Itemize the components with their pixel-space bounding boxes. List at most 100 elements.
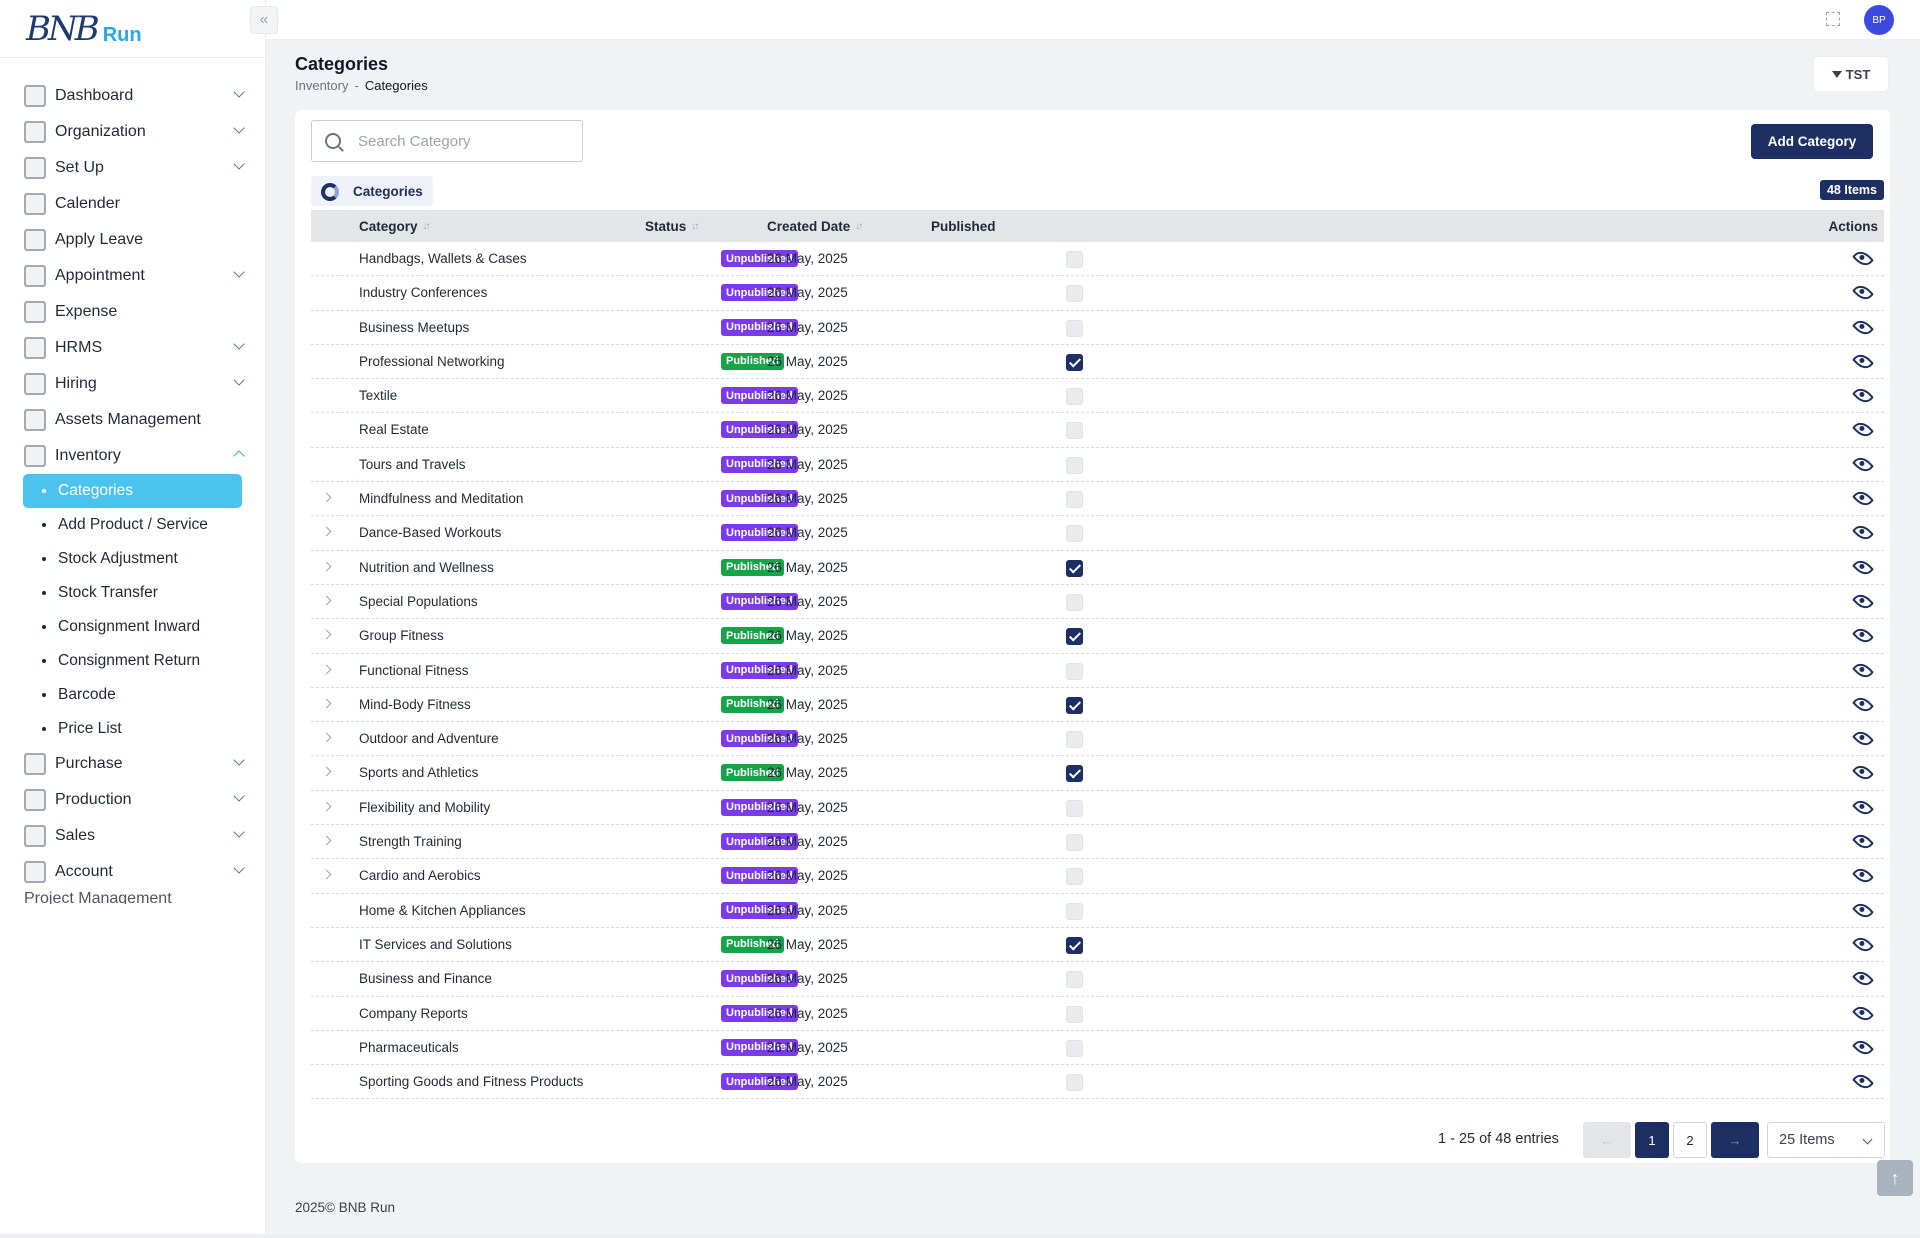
- sidebar-item-hrms[interactable]: HRMS: [0, 330, 265, 366]
- view-eye-icon[interactable]: [1852, 1002, 1874, 1024]
- table-row[interactable]: Strength Training Unpublished 26 May, 2025: [311, 825, 1884, 860]
- per-page-select[interactable]: 25 Items: [1767, 1122, 1885, 1158]
- published-checkbox[interactable]: [1066, 765, 1083, 783]
- sidebar-item-apply-leave[interactable]: Apply Leave: [0, 222, 265, 258]
- view-eye-icon[interactable]: [1852, 967, 1874, 990]
- published-checkbox[interactable]: [1066, 456, 1083, 474]
- table-row[interactable]: Real Estate Unpublished 26 May, 2025: [311, 413, 1884, 448]
- add-category-button[interactable]: Add Category: [1751, 124, 1873, 159]
- table-row[interactable]: IT Services and Solutions Published 26 May…: [311, 928, 1884, 963]
- sidebar-subitem-consignment-inward[interactable]: Consignment Inward: [0, 610, 265, 644]
- sidebar-item-sales[interactable]: Sales: [0, 818, 265, 854]
- table-row[interactable]: Group Fitness Published 26 May, 2025: [311, 619, 1884, 654]
- search-input[interactable]: [358, 132, 578, 150]
- sidebar-item-account[interactable]: Account: [0, 854, 265, 890]
- expand-row-icon[interactable]: [321, 664, 332, 675]
- published-checkbox[interactable]: [1066, 662, 1083, 680]
- published-checkbox[interactable]: [1066, 251, 1083, 268]
- sidebar-subitem-price-list[interactable]: Price List: [0, 712, 265, 746]
- expand-row-icon[interactable]: [321, 767, 332, 777]
- view-eye-icon[interactable]: [1852, 1070, 1874, 1093]
- sidebar-subitem-stock-transfer[interactable]: Stock Transfer: [0, 576, 265, 610]
- published-checkbox[interactable]: [1066, 319, 1083, 337]
- expand-row-icon[interactable]: [321, 492, 332, 503]
- sidebar-item-inventory[interactable]: Inventory: [0, 438, 265, 474]
- view-eye-icon[interactable]: [1852, 693, 1874, 716]
- table-row[interactable]: Special Populations Unpublished 26 May, 20…: [311, 585, 1884, 620]
- published-checkbox[interactable]: [1066, 971, 1083, 989]
- column-header-status[interactable]: Status ↓↑: [645, 219, 699, 234]
- expand-row-icon[interactable]: [321, 869, 332, 880]
- page-1-button[interactable]: 1: [1635, 1122, 1669, 1158]
- sidebar-subitem-stock-adjustment[interactable]: Stock Adjustment: [0, 542, 265, 576]
- table-row[interactable]: Home & Kitchen Appliances Unpublished 26 M…: [311, 894, 1884, 928]
- page-2-button[interactable]: 2: [1673, 1122, 1707, 1158]
- sidebar-subitem-barcode[interactable]: Barcode: [0, 678, 265, 712]
- expand-row-icon[interactable]: [321, 595, 332, 606]
- sidebar-item-expense[interactable]: Expense: [0, 294, 265, 330]
- published-checkbox[interactable]: [1066, 1039, 1083, 1057]
- sidebar-item-calender[interactable]: Calender: [0, 186, 265, 222]
- view-eye-icon[interactable]: [1852, 281, 1874, 304]
- fullscreen-icon[interactable]: [1826, 12, 1840, 26]
- view-eye-icon[interactable]: [1852, 1036, 1874, 1059]
- view-eye-icon[interactable]: [1852, 521, 1874, 544]
- view-eye-icon[interactable]: [1852, 247, 1874, 270]
- avatar[interactable]: BP: [1864, 5, 1894, 35]
- published-checkbox[interactable]: [1066, 422, 1083, 440]
- view-eye-icon[interactable]: [1852, 453, 1874, 476]
- view-eye-icon[interactable]: [1852, 899, 1874, 922]
- previous-page-button[interactable]: ←: [1583, 1122, 1631, 1158]
- published-checkbox[interactable]: [1066, 731, 1083, 749]
- view-eye-icon[interactable]: [1852, 556, 1874, 579]
- filter-button[interactable]: TST: [1813, 56, 1889, 92]
- collapse-sidebar-button[interactable]: «: [250, 6, 278, 34]
- next-page-button[interactable]: →: [1711, 1122, 1759, 1158]
- expand-row-icon[interactable]: [321, 835, 332, 846]
- table-row[interactable]: Cardio and Aerobics Unpublished 26 May, 20…: [311, 859, 1884, 894]
- table-row[interactable]: Industry Conferences Unpublished 26 May, 2…: [311, 276, 1884, 311]
- table-row[interactable]: Handbags, Wallets & Cases Unpublished 26 M…: [311, 242, 1884, 277]
- table-row[interactable]: Textile Unpublished 26 May, 2025: [311, 379, 1884, 414]
- table-row[interactable]: Business and Finance Unpublished 26 May, 2…: [311, 962, 1884, 997]
- view-eye-icon[interactable]: [1852, 864, 1874, 887]
- expand-row-icon[interactable]: [321, 698, 332, 709]
- view-eye-icon[interactable]: [1852, 624, 1874, 647]
- sidebar-item-assets-management[interactable]: Assets Management: [0, 402, 265, 438]
- expand-row-icon[interactable]: [321, 526, 332, 537]
- table-row[interactable]: Flexibility and Mobility Unpublished 26 Ma…: [311, 791, 1884, 826]
- view-eye-icon[interactable]: [1852, 316, 1874, 339]
- tab-categories[interactable]: Categories: [311, 176, 433, 206]
- breadcrumb-parent[interactable]: Inventory: [295, 78, 349, 93]
- expand-row-icon[interactable]: [321, 561, 332, 572]
- brand-logo[interactable]: BNB Run: [0, 0, 265, 58]
- published-checkbox[interactable]: [1066, 491, 1083, 509]
- view-eye-icon[interactable]: [1852, 761, 1874, 784]
- published-checkbox[interactable]: [1066, 696, 1083, 714]
- table-row[interactable]: Outdoor and Adventure Unpublished 26 May, …: [311, 722, 1884, 757]
- published-checkbox[interactable]: [1066, 593, 1083, 611]
- table-row[interactable]: Business Meetups Unpublished 26 May, 2025: [311, 311, 1884, 345]
- published-checkbox[interactable]: [1066, 936, 1083, 954]
- table-row[interactable]: Dance-Based Workouts Unpublished 26 May, 2…: [311, 516, 1884, 551]
- sidebar-item-hiring[interactable]: Hiring: [0, 366, 265, 402]
- sidebar-item-dashboard[interactable]: Dashboard: [0, 78, 265, 114]
- table-row[interactable]: Sporting Goods and Fitness Products Unpub…: [311, 1065, 1884, 1100]
- view-eye-icon[interactable]: [1852, 727, 1874, 750]
- published-checkbox[interactable]: [1066, 388, 1083, 406]
- published-checkbox[interactable]: [1066, 353, 1083, 371]
- sidebar-item-project-management[interactable]: Project Management: [24, 890, 172, 904]
- table-row[interactable]: Pharmaceuticals Unpublished 26 May, 2025: [311, 1031, 1884, 1066]
- published-checkbox[interactable]: [1066, 834, 1083, 852]
- table-row[interactable]: Mindfulness and Meditation Unpublished 26 …: [311, 482, 1884, 517]
- published-checkbox[interactable]: [1066, 285, 1083, 303]
- published-checkbox[interactable]: [1066, 628, 1083, 646]
- view-eye-icon[interactable]: [1852, 933, 1874, 956]
- expand-row-icon[interactable]: [321, 629, 332, 640]
- sidebar-subitem-categories[interactable]: Categories: [23, 474, 242, 508]
- published-checkbox[interactable]: [1066, 525, 1083, 543]
- sidebar-item-purchase[interactable]: Purchase: [0, 746, 265, 782]
- view-eye-icon[interactable]: [1852, 659, 1874, 682]
- expand-row-icon[interactable]: [321, 801, 332, 812]
- scroll-to-top-button[interactable]: ↑: [1877, 1160, 1913, 1196]
